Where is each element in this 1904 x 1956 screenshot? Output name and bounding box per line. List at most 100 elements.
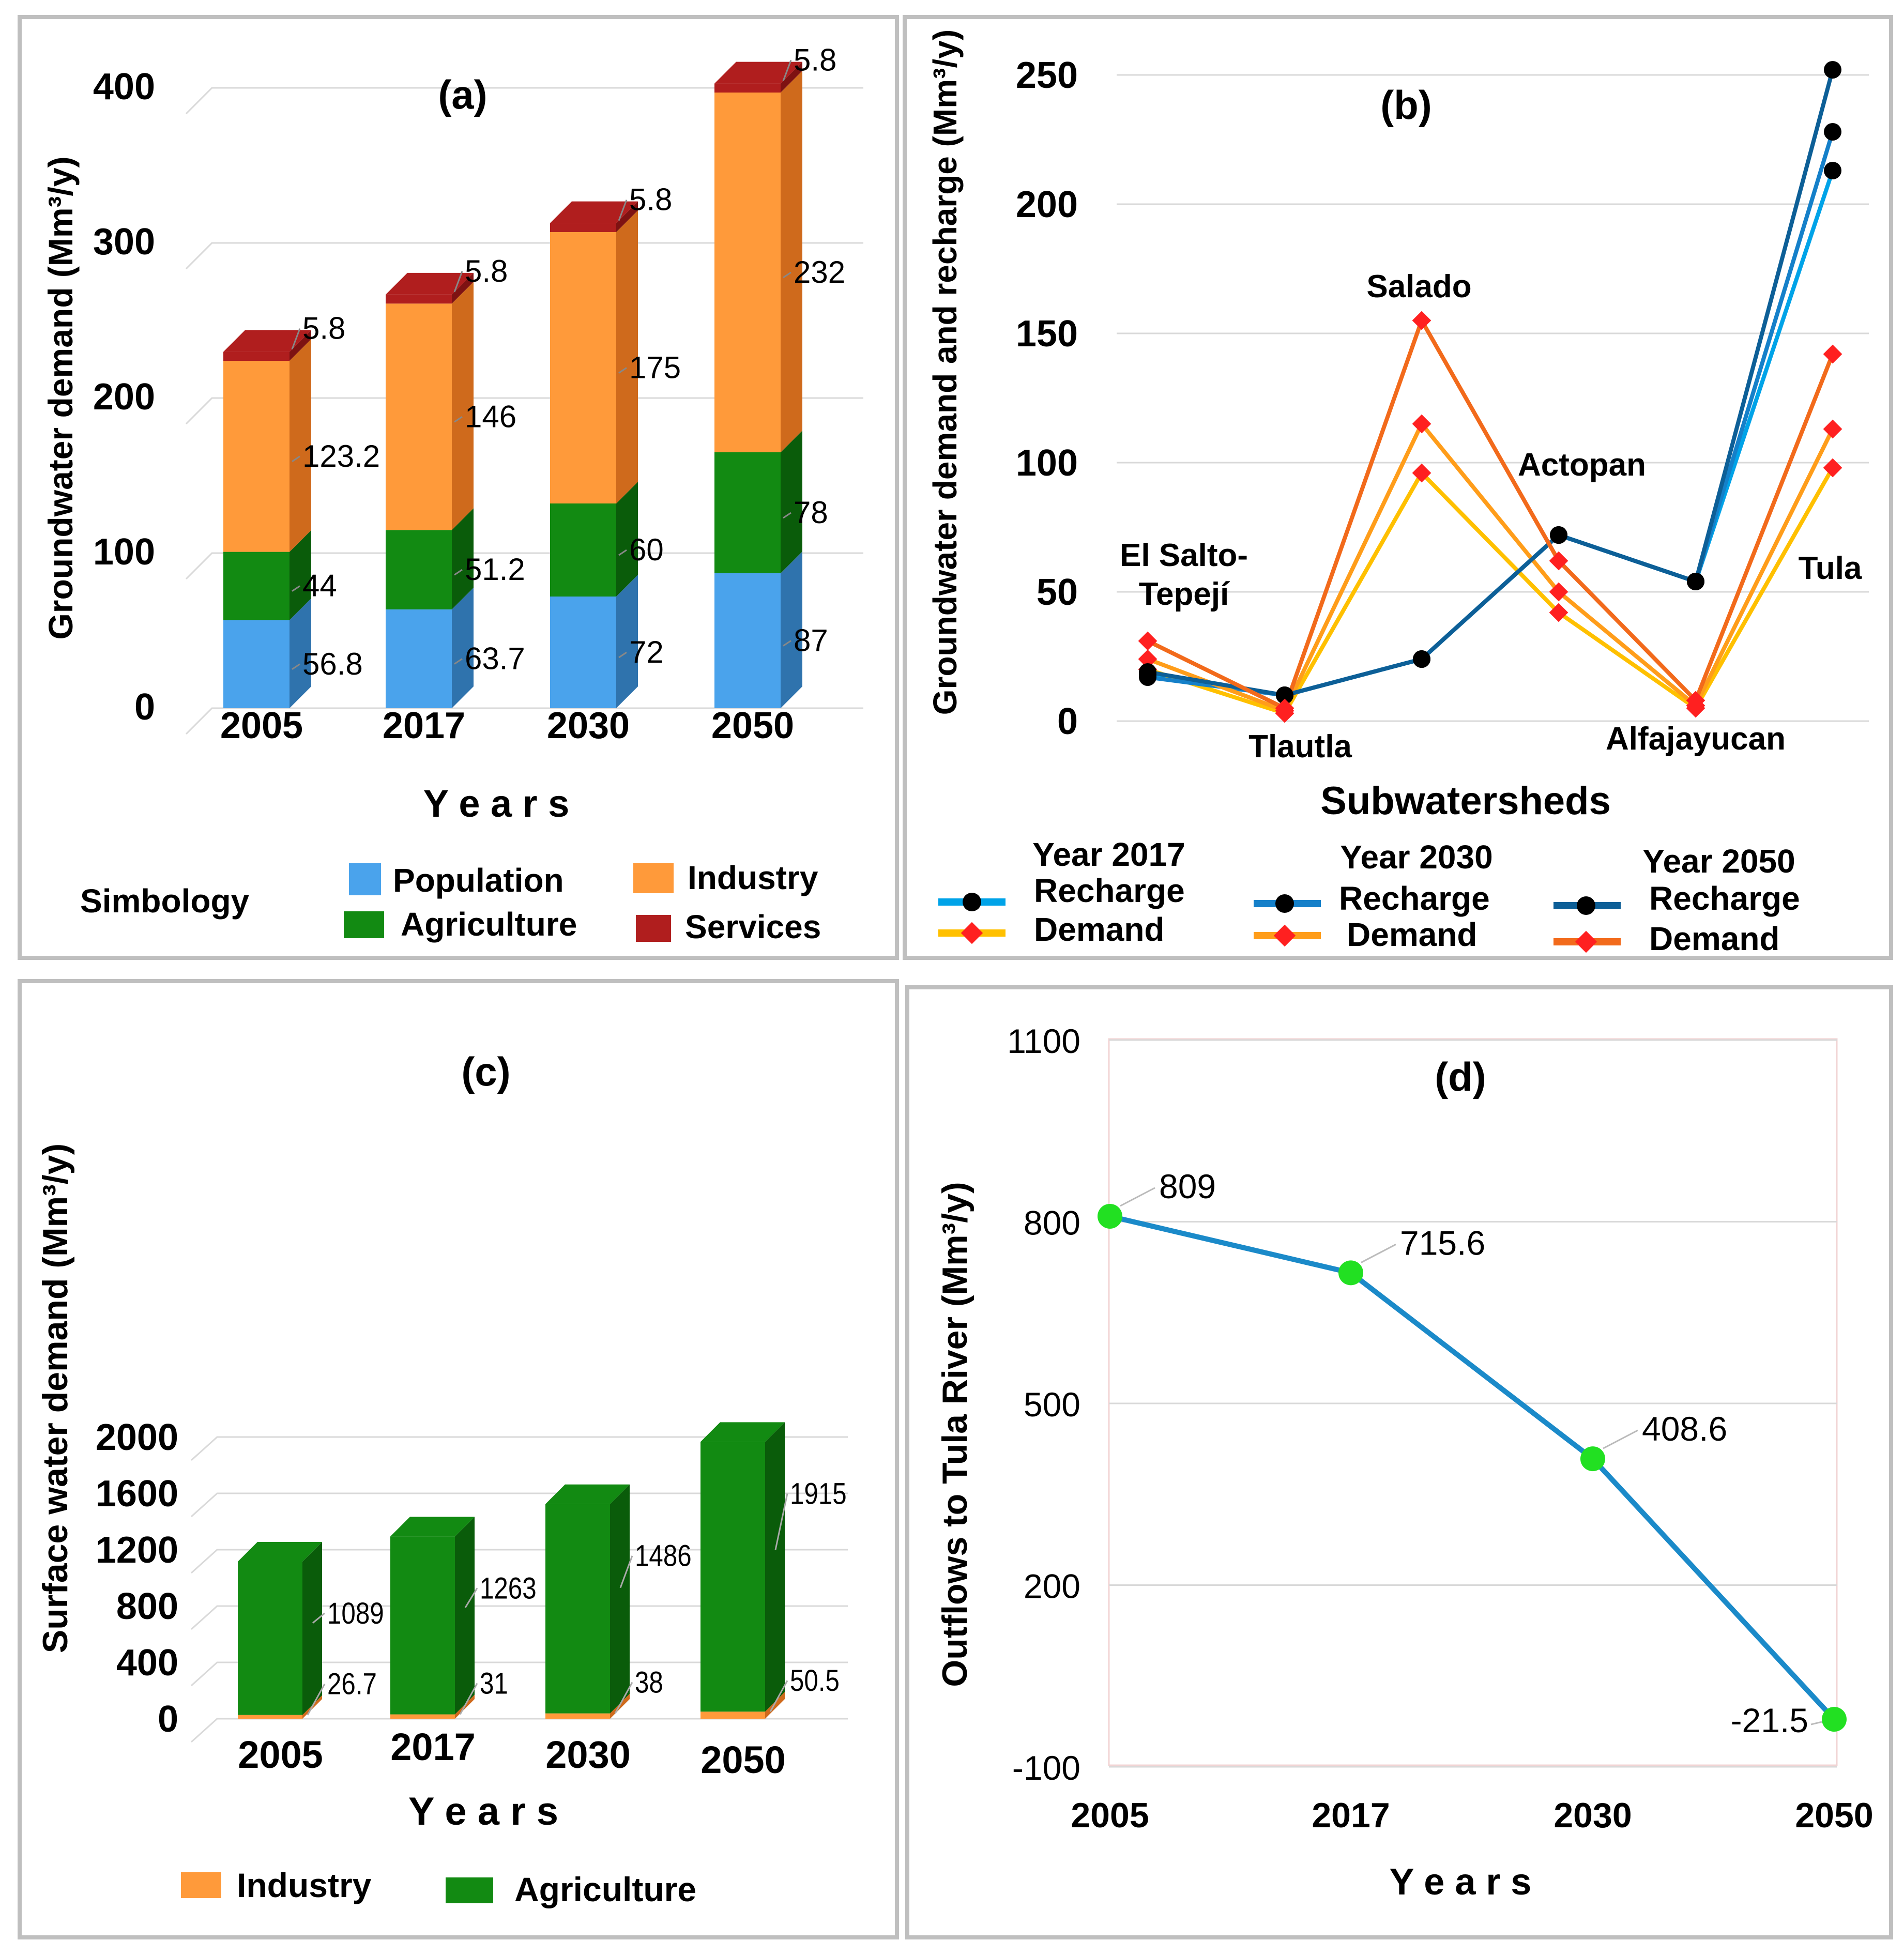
d-data-label: 408.6 [1642, 1410, 1727, 1448]
b-recharge-marker [1824, 61, 1841, 79]
panel-b-ylabel: Groundwater demand and recharge (Mm³/y) [926, 29, 964, 715]
b-series-line-demand [1147, 315, 1835, 711]
a-xtick-label: 2030 [547, 705, 630, 746]
a-leader-line [292, 663, 300, 670]
c-ytick-label: 1200 [96, 1530, 178, 1571]
a-data-label: 123.2 [302, 439, 380, 473]
c-leader-line [459, 1683, 478, 1715]
b-demand-marker [1138, 631, 1157, 651]
c-gridline [190, 1605, 848, 1630]
d-data-label: 809 [1159, 1167, 1216, 1205]
c-xtick-label: 2050 [700, 1738, 786, 1781]
c-ytick-label: 800 [116, 1586, 178, 1627]
a-data-label: 63.7 [465, 641, 525, 676]
panel-d-xlabel: Y e a r s [1390, 1861, 1532, 1903]
c-gridline [190, 1549, 848, 1574]
d-ytick-label: -100 [1012, 1749, 1080, 1787]
a-data-label: 51.2 [465, 552, 525, 587]
a-bar-industry-side [290, 339, 311, 552]
panel-b: 0 50 150 100 200 250 (b) Groundwater demand a… [926, 29, 1869, 957]
a-bar-industry-front [223, 361, 290, 552]
a-bar-top [223, 330, 311, 352]
b-demand-marker [1823, 458, 1842, 478]
d-leader-line [1361, 1244, 1396, 1263]
a-bar-services-side [290, 330, 311, 361]
legend-label-demand-2017: Demand [1034, 911, 1165, 948]
a-leader-line [782, 60, 792, 82]
a-ytick-label: 400 [93, 66, 155, 108]
d-point-marker [1580, 1446, 1605, 1472]
panel-a-title: (a) [438, 72, 487, 117]
a-leader-line [783, 271, 791, 279]
legend-label-recharge-2030: Recharge [1339, 880, 1490, 917]
a-leader-line [618, 651, 627, 659]
c-bar-top [390, 1517, 475, 1537]
legend-swatch-c-industry [181, 1872, 221, 1898]
a-bar-agriculture-front [223, 552, 290, 620]
b-recharge-marker [1413, 650, 1430, 668]
a-leader-line [292, 585, 300, 592]
a-bar-industry-side [616, 210, 638, 503]
legend-marker-recharge-2017 [963, 893, 981, 911]
b-recharge-marker [1687, 573, 1704, 590]
panel-c-ylabel: Surface water demand (Mm³/y) [36, 1143, 75, 1653]
b-recharge-marker [1824, 123, 1841, 141]
category-label-tula: Tula [1799, 551, 1862, 586]
a-bar-agriculture-front [550, 503, 616, 597]
a-data-label: 5.8 [794, 43, 836, 78]
a-bar-population-front [714, 573, 781, 708]
legend-marker-demand-2030 [1273, 924, 1296, 947]
legend-label-services: Services [685, 908, 821, 945]
b-ytick-label: 150 [1016, 313, 1078, 355]
a-bar-services-front [223, 352, 290, 361]
a-bar-agriculture-side [290, 530, 311, 620]
d-xtick-label: 2017 [1312, 1796, 1390, 1835]
c-ytick-label: 2000 [96, 1417, 178, 1458]
a-bar-agriculture-side [781, 431, 802, 573]
panel-a-xlabel: Y e a r s [423, 782, 570, 825]
a-bar-population-front [550, 597, 616, 708]
d-series-line [1109, 1214, 1836, 1721]
legend-marker-recharge-2030 [1275, 894, 1294, 913]
a-leader-line [618, 549, 627, 556]
category-label-actopan: Actopan [1518, 447, 1646, 483]
a-leader-line [292, 455, 300, 463]
c-bar-agriculture-front [390, 1536, 455, 1715]
a-bar-population-front [223, 620, 290, 708]
a-data-label: 232 [794, 255, 845, 289]
c-bar-industry-front [545, 1713, 610, 1719]
a-leader-line [454, 416, 463, 423]
a-bar-services-side [452, 272, 474, 304]
legend-marker-recharge-2050 [1577, 896, 1595, 915]
a-bar-agriculture-front [714, 452, 781, 573]
legend-label-recharge-2050: Recharge [1649, 880, 1800, 917]
panel-b-title: (b) [1380, 82, 1432, 128]
panel-b-legend: Year 2017 Recharge Demand Year 2030 Rech… [938, 836, 1800, 957]
legend-label-demand-2050: Demand [1649, 920, 1780, 957]
a-data-label: 87 [794, 623, 828, 658]
b-ytick-label: 0 [1057, 701, 1078, 742]
c-gridline [190, 1718, 848, 1743]
a-leader-line [291, 328, 301, 350]
a-data-label: 5.8 [629, 182, 672, 217]
d-ytick-label: 500 [1024, 1385, 1080, 1424]
c-data-label: 1486 [635, 1539, 692, 1573]
a-data-label: 78 [794, 495, 828, 530]
c-xtick-label: 2005 [238, 1733, 323, 1776]
c-leader-line [769, 1680, 788, 1712]
d-data-label: 715.6 [1400, 1224, 1485, 1262]
c-ytick-label: 0 [158, 1699, 178, 1740]
c-leader-line [774, 1493, 788, 1550]
b-ytick-label: 50 [1037, 572, 1078, 613]
a-bar-top [386, 272, 474, 295]
b-demand-marker [1275, 698, 1294, 718]
d-leader-line [1603, 1429, 1638, 1449]
panel-a: 0 100 200 300 400 2005 2017 2030 2050 56.8 44 123… [41, 43, 863, 945]
c-bar-agriculture-front [545, 1504, 610, 1714]
a-bar-services-side [616, 201, 638, 232]
b-series-line-recharge [1147, 69, 1835, 698]
c-gridline [190, 1492, 848, 1518]
c-data-label: 26.7 [327, 1668, 377, 1701]
b-recharge-marker [1824, 162, 1841, 179]
